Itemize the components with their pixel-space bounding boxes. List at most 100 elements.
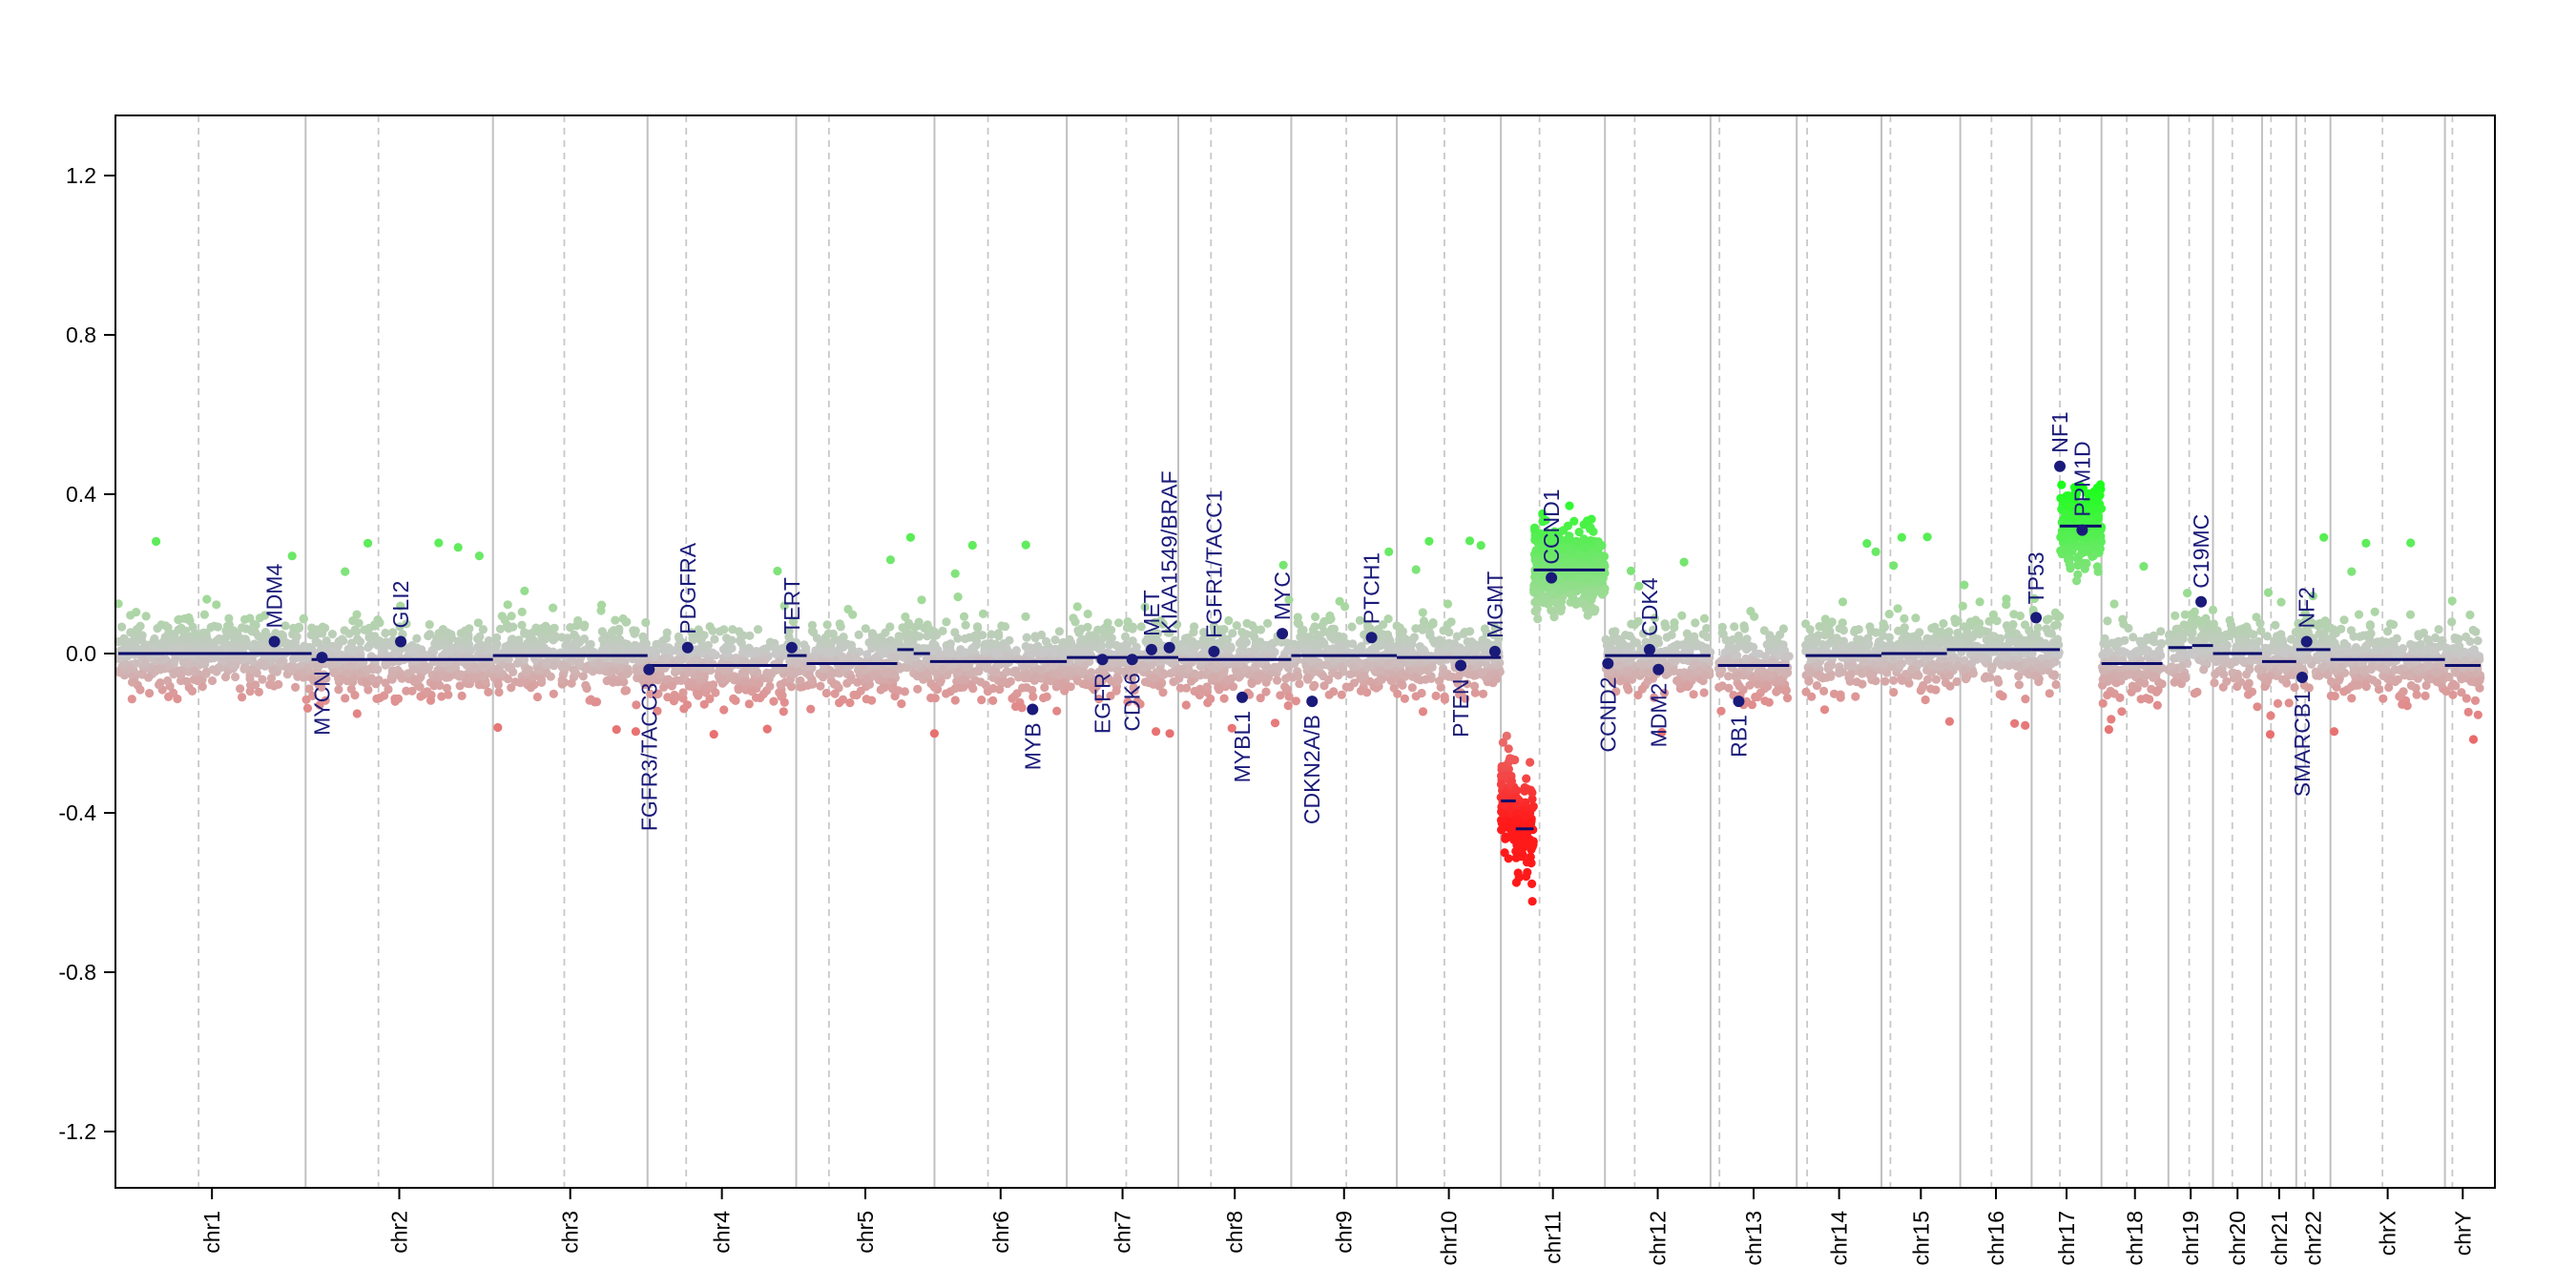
probe-point — [382, 658, 391, 668]
probe-point — [1532, 587, 1542, 596]
probe-point — [493, 722, 503, 733]
probe-point — [1465, 536, 1475, 546]
probe-point — [970, 631, 980, 640]
probe-point — [1054, 627, 1064, 636]
probe-point — [1506, 754, 1515, 763]
probe-point — [993, 650, 1003, 659]
probe-point — [852, 690, 862, 700]
probe-point — [240, 634, 250, 644]
probe-point — [570, 630, 579, 639]
probe-point — [1801, 687, 1811, 696]
probe-point — [719, 705, 729, 715]
probe-point — [1680, 645, 1690, 654]
probe-point — [1302, 674, 1312, 683]
probe-point — [1610, 627, 1620, 636]
probe-point — [520, 586, 530, 596]
probe-point — [311, 636, 321, 647]
probe-point — [277, 658, 286, 669]
probe-point — [397, 674, 406, 683]
probe-point — [239, 664, 249, 674]
probe-point — [231, 672, 240, 682]
probe-point — [1780, 653, 1790, 662]
probe-point — [227, 660, 237, 670]
probe-point — [1774, 675, 1784, 685]
probe-point — [1424, 536, 1434, 546]
probe-point — [959, 612, 969, 621]
probe-point — [1472, 643, 1482, 654]
probe-point — [611, 615, 620, 625]
probe-point — [317, 643, 326, 653]
probe-point — [1931, 685, 1941, 695]
probe-point — [1237, 628, 1247, 637]
probe-point — [517, 607, 527, 617]
probe-point — [280, 621, 290, 631]
probe-point — [304, 684, 314, 694]
probe-point — [197, 629, 207, 638]
probe-point — [1529, 523, 1540, 532]
probe-point — [1690, 632, 1699, 641]
probe-point — [942, 617, 951, 627]
probe-point — [1762, 681, 1772, 691]
probe-point — [350, 691, 360, 700]
probe-point — [806, 704, 816, 714]
probe-point — [404, 669, 413, 678]
probe-point — [1419, 616, 1429, 626]
probe-point — [1050, 635, 1060, 645]
probe-point — [1750, 612, 1759, 621]
probe-point — [901, 612, 910, 622]
probe-point — [1827, 617, 1837, 627]
probe-point — [299, 613, 308, 623]
probe-point — [630, 646, 639, 655]
probe-point — [375, 693, 384, 703]
probe-point — [621, 617, 631, 627]
probe-point — [407, 686, 417, 696]
probe-point — [448, 662, 458, 672]
probe-point — [1256, 694, 1265, 703]
probe-point — [756, 693, 765, 703]
probe-point — [953, 592, 963, 602]
probe-point — [1010, 701, 1021, 712]
probe-point — [872, 653, 882, 662]
probe-point — [1139, 661, 1149, 671]
probe-point — [1219, 668, 1229, 677]
probe-point — [961, 620, 970, 630]
probe-point — [1567, 581, 1576, 591]
probe-point — [658, 645, 668, 654]
probe-point — [352, 709, 362, 718]
probe-point — [1556, 585, 1566, 594]
probe-point — [1623, 667, 1632, 676]
probe-point — [917, 595, 926, 605]
probe-point — [913, 684, 923, 694]
probe-point — [1804, 675, 1814, 686]
probe-point — [677, 655, 687, 665]
probe-point — [159, 654, 169, 664]
probe-point — [1232, 669, 1242, 678]
probe-point — [705, 622, 715, 632]
probe-point — [1893, 604, 1902, 613]
probe-point — [141, 612, 151, 621]
probe-point — [514, 635, 524, 645]
probe-point — [341, 567, 350, 576]
probe-point — [457, 670, 467, 679]
probe-point — [265, 651, 275, 660]
probe-point — [1418, 707, 1428, 717]
probe-point — [434, 629, 444, 638]
probe-point — [890, 654, 901, 663]
probe-point — [1672, 675, 1682, 686]
probe-point — [240, 614, 250, 624]
probe-point — [1702, 633, 1712, 642]
probe-point — [953, 668, 964, 677]
probe-point — [1845, 671, 1855, 680]
probe-point — [479, 663, 488, 673]
probe-point — [1836, 690, 1845, 699]
probe-point — [241, 624, 251, 634]
probe-point — [1434, 639, 1444, 650]
probe-point — [612, 725, 621, 735]
probe-point — [366, 674, 376, 683]
probe-point — [289, 639, 299, 649]
probe-point — [1052, 669, 1062, 679]
probe-point — [993, 629, 1004, 638]
probe-point — [1603, 639, 1612, 649]
probe-point — [1677, 611, 1687, 620]
probe-point — [1858, 679, 1867, 689]
